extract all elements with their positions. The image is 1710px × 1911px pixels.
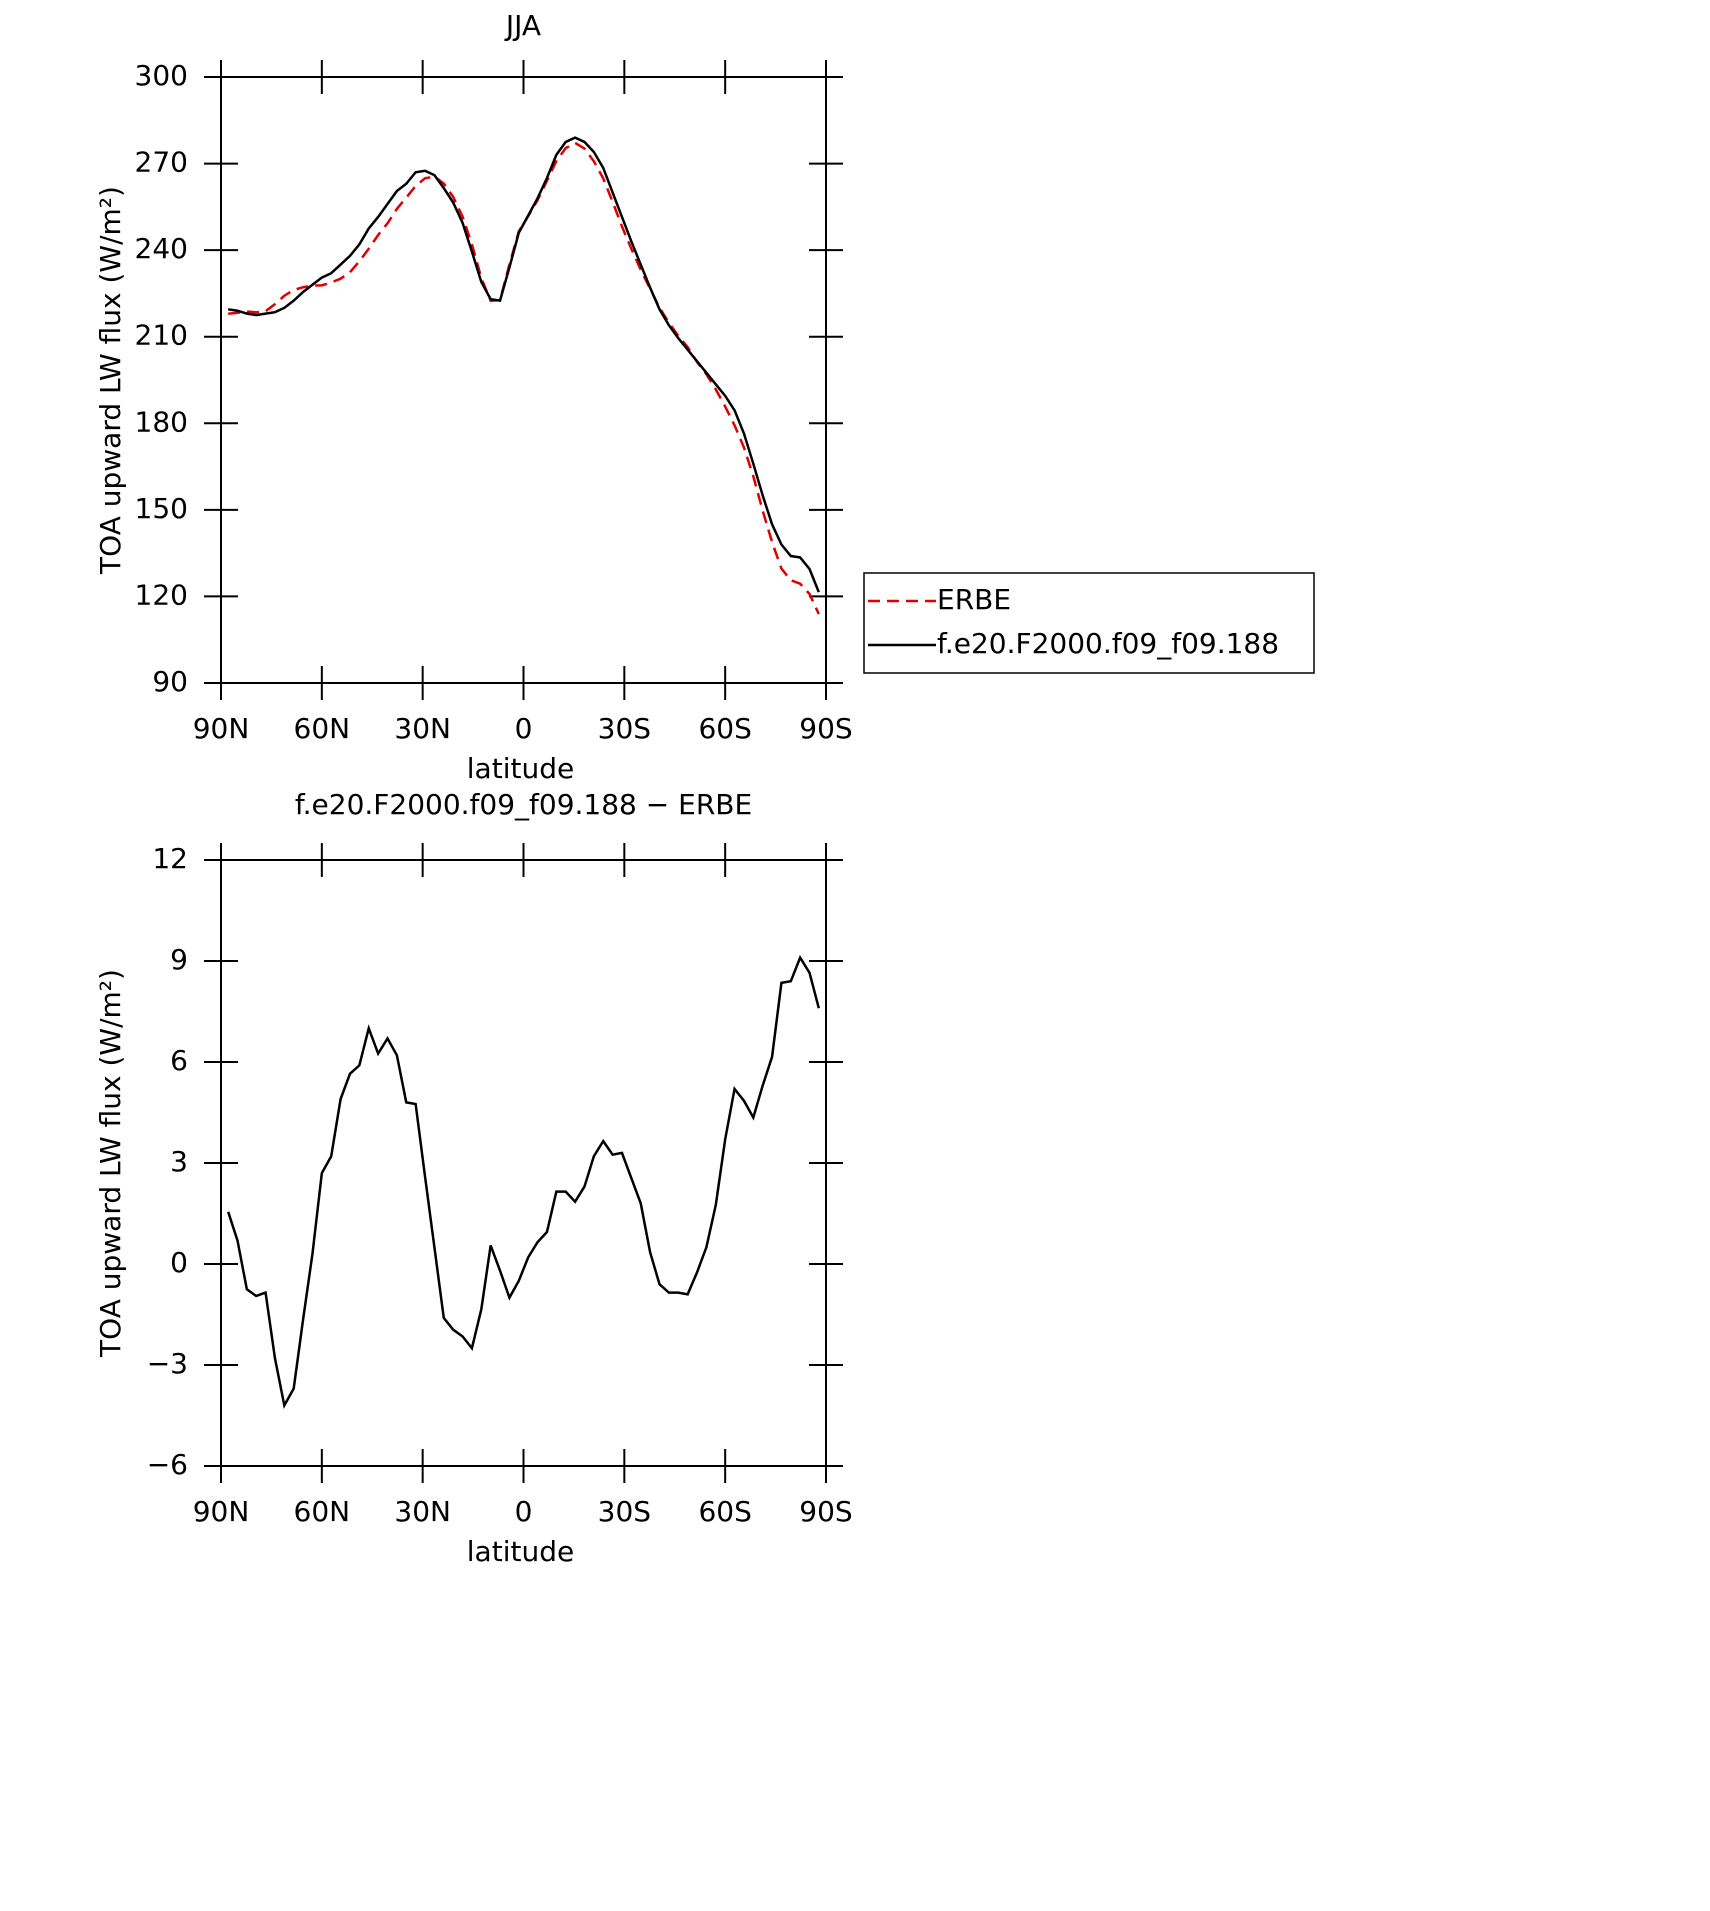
legend-label: ERBE <box>937 583 1011 616</box>
y-tick-label: 0 <box>170 1246 188 1279</box>
x-tick-label: 60S <box>698 1495 751 1528</box>
data-line <box>227 954 821 1409</box>
y-axis-label: TOA upward LW flux (W/m²) <box>94 969 127 1358</box>
x-tick-label: 90S <box>799 712 852 745</box>
x-tick-label: 30N <box>394 1495 451 1528</box>
y-tick-label: 3 <box>170 1145 188 1178</box>
x-tick-label: 30S <box>598 712 651 745</box>
x-tick-label: 90N <box>193 1495 250 1528</box>
x-tick-label: 0 <box>515 712 533 745</box>
y-tick-label: 120 <box>135 578 188 611</box>
y-tick-label: 12 <box>152 842 188 875</box>
y-tick-label: 90 <box>152 665 188 698</box>
data-line <box>228 141 820 615</box>
x-tick-label: 30N <box>394 712 451 745</box>
chart-title: f.e20.F2000.f09_f09.188 − ERBE <box>295 788 752 821</box>
x-tick-label: 60S <box>698 712 751 745</box>
legend-label: f.e20.F2000.f09_f09.188 <box>937 627 1279 660</box>
y-tick-label: 270 <box>135 146 188 179</box>
x-tick-label: 60N <box>294 1495 351 1528</box>
y-tick-label: −3 <box>147 1347 188 1380</box>
y-tick-label: 240 <box>135 232 188 265</box>
plot-frame <box>220 859 827 1467</box>
y-tick-label: 6 <box>170 1044 188 1077</box>
y-tick-label: 210 <box>135 319 188 352</box>
x-axis-label: latitude <box>467 752 574 785</box>
data-line <box>227 136 820 593</box>
y-axis-label: TOA upward LW flux (W/m²) <box>94 186 127 575</box>
x-tick-label: 30S <box>598 1495 651 1528</box>
y-tick-label: 300 <box>135 59 188 92</box>
x-tick-label: 90N <box>193 712 250 745</box>
y-tick-label: 150 <box>135 492 188 525</box>
y-tick-label: −6 <box>147 1448 188 1481</box>
x-axis-label: latitude <box>467 1535 574 1568</box>
x-tick-label: 0 <box>515 1495 533 1528</box>
y-tick-label: 9 <box>170 943 188 976</box>
legend-box <box>863 572 1315 674</box>
x-tick-label: 60N <box>294 712 351 745</box>
plot-frame <box>220 76 827 684</box>
chart-title: JJA <box>504 9 541 42</box>
x-tick-label: 90S <box>799 1495 852 1528</box>
y-tick-label: 180 <box>135 405 188 438</box>
